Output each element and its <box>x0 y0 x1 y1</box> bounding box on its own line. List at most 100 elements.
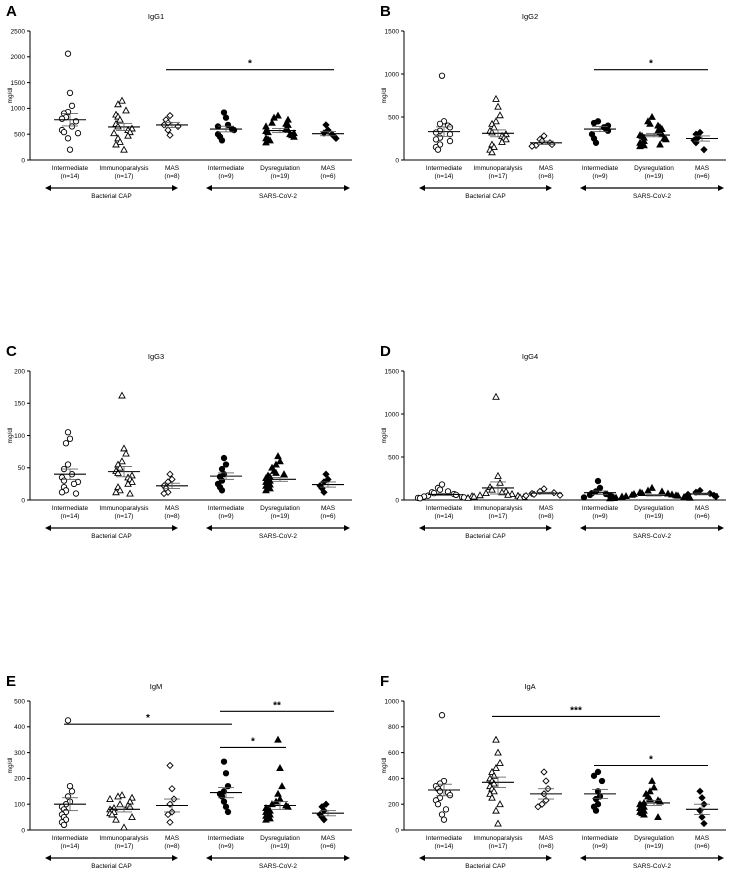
data-point <box>68 788 76 795</box>
y-tick-label: 200 <box>14 776 25 783</box>
data-point <box>494 471 502 479</box>
data-point <box>492 735 500 743</box>
data-point <box>108 810 116 818</box>
data-point <box>648 112 656 120</box>
y-tick-label: 1000 <box>385 411 400 418</box>
y-axis-label: mg/dl <box>7 427 14 443</box>
group-label-sars-cov-2: SARS-CoV-2 <box>259 863 297 870</box>
data-point <box>700 819 708 828</box>
x-tick-label: Intermediate <box>52 165 89 172</box>
data-point <box>436 486 444 493</box>
x-tick-label: MAS <box>695 165 710 172</box>
data-point <box>540 768 548 776</box>
data-point <box>218 793 226 800</box>
data-point <box>590 119 598 127</box>
data-point <box>70 480 78 488</box>
significance-label: * <box>649 755 653 766</box>
y-tick-label: 1000 <box>385 71 400 78</box>
data-point <box>124 479 132 487</box>
x-tick-label: Dysregulation <box>634 165 674 172</box>
data-point <box>218 487 226 494</box>
data-point <box>60 128 68 136</box>
y-tick-label: 1000 <box>11 106 26 113</box>
y-axis-label: mg/dl <box>7 87 14 103</box>
data-point <box>542 777 550 785</box>
panel-f: F IgA02004006008001000mg/dlIntermediate(n… <box>380 673 726 870</box>
data-point <box>592 795 600 803</box>
data-point <box>74 130 82 137</box>
data-point <box>262 815 270 823</box>
group-label-sars-cov-2: SARS-CoV-2 <box>259 193 297 200</box>
data-point <box>106 795 114 802</box>
significance-label: * <box>248 59 252 70</box>
y-tick-label: 500 <box>14 132 25 139</box>
panel-a: A IgG1 0 500 1000 1500 2000 2500 mg/dl Intermedia… <box>6 3 352 200</box>
data-point <box>438 481 446 488</box>
x-tick-label: Intermediate <box>208 165 245 172</box>
data-point <box>222 803 230 810</box>
data-point <box>120 145 128 153</box>
x-tick-count: (n=19) <box>645 843 664 850</box>
data-point <box>488 485 496 493</box>
group-arrow-bacterial-cap-right-head <box>172 855 178 861</box>
data-point <box>696 787 704 795</box>
data-point <box>654 813 662 821</box>
x-tick-label: Dysregulation <box>260 165 300 172</box>
x-tick-count: (n=8) <box>538 513 553 520</box>
panel-d: D IgG4050010001500mg/dlIntermediate(n=14)… <box>380 343 726 540</box>
data-point <box>502 135 510 143</box>
data-point <box>644 486 652 494</box>
group-label-bacterial-cap: Bacterial CAP <box>465 863 505 870</box>
data-point <box>64 135 72 142</box>
data-point <box>66 782 74 790</box>
x-tick-label: MAS <box>165 165 180 172</box>
x-tick-count: (n=14) <box>61 173 80 180</box>
data-point <box>528 142 536 150</box>
x-tick-count: (n=14) <box>61 843 80 850</box>
panel-b: B IgG2050010001500mg/dlIntermediate(n=14)… <box>380 3 726 200</box>
panel-title: IgG3 <box>148 352 164 361</box>
data-point <box>492 806 500 814</box>
data-point <box>430 489 438 497</box>
x-tick-label: Intermediate <box>426 835 463 842</box>
y-tick-label: 400 <box>14 724 25 731</box>
x-tick-count: (n=6) <box>694 173 709 180</box>
x-tick-count: (n=8) <box>538 173 553 180</box>
data-point <box>556 491 564 499</box>
x-tick-count: (n=17) <box>115 843 134 850</box>
x-tick-label: Intermediate <box>426 165 463 172</box>
data-point <box>482 489 490 497</box>
y-axis-label: mg/dl <box>7 757 14 773</box>
data-point <box>618 492 626 500</box>
data-point <box>120 823 128 831</box>
x-tick-count: (n=17) <box>489 843 508 850</box>
group-arrow-bacterial-cap-right-head <box>546 855 552 861</box>
panel-title: IgG1 <box>148 12 164 21</box>
data-point <box>648 483 656 491</box>
group-arrow-sars-cov-2-right-head <box>718 855 724 861</box>
data-point <box>72 490 80 497</box>
y-tick-label: 100 <box>14 802 25 809</box>
data-point <box>116 115 124 123</box>
data-point <box>118 457 126 465</box>
group-label-bacterial-cap: Bacterial CAP <box>91 193 131 200</box>
data-point <box>320 816 328 824</box>
data-point <box>492 94 500 102</box>
group-label-bacterial-cap: Bacterial CAP <box>91 533 131 540</box>
data-point <box>496 758 504 766</box>
x-tick-count: (n=19) <box>271 513 290 520</box>
x-tick-count: (n=8) <box>164 173 179 180</box>
x-tick-label: Immunoparalysis <box>473 165 523 172</box>
data-point <box>166 111 174 120</box>
data-point <box>658 487 666 495</box>
data-point <box>274 111 282 119</box>
data-point <box>274 452 282 460</box>
x-tick-count: (n=6) <box>320 843 335 850</box>
x-tick-label: MAS <box>165 835 180 842</box>
data-point <box>116 137 124 145</box>
y-tick-label: 0 <box>21 497 25 504</box>
x-tick-label: Intermediate <box>208 835 245 842</box>
x-tick-count: (n=8) <box>538 843 553 850</box>
data-point <box>322 121 330 129</box>
panel-e: E IgM0100200300400500mg/dlIntermediate(n=… <box>6 673 352 870</box>
